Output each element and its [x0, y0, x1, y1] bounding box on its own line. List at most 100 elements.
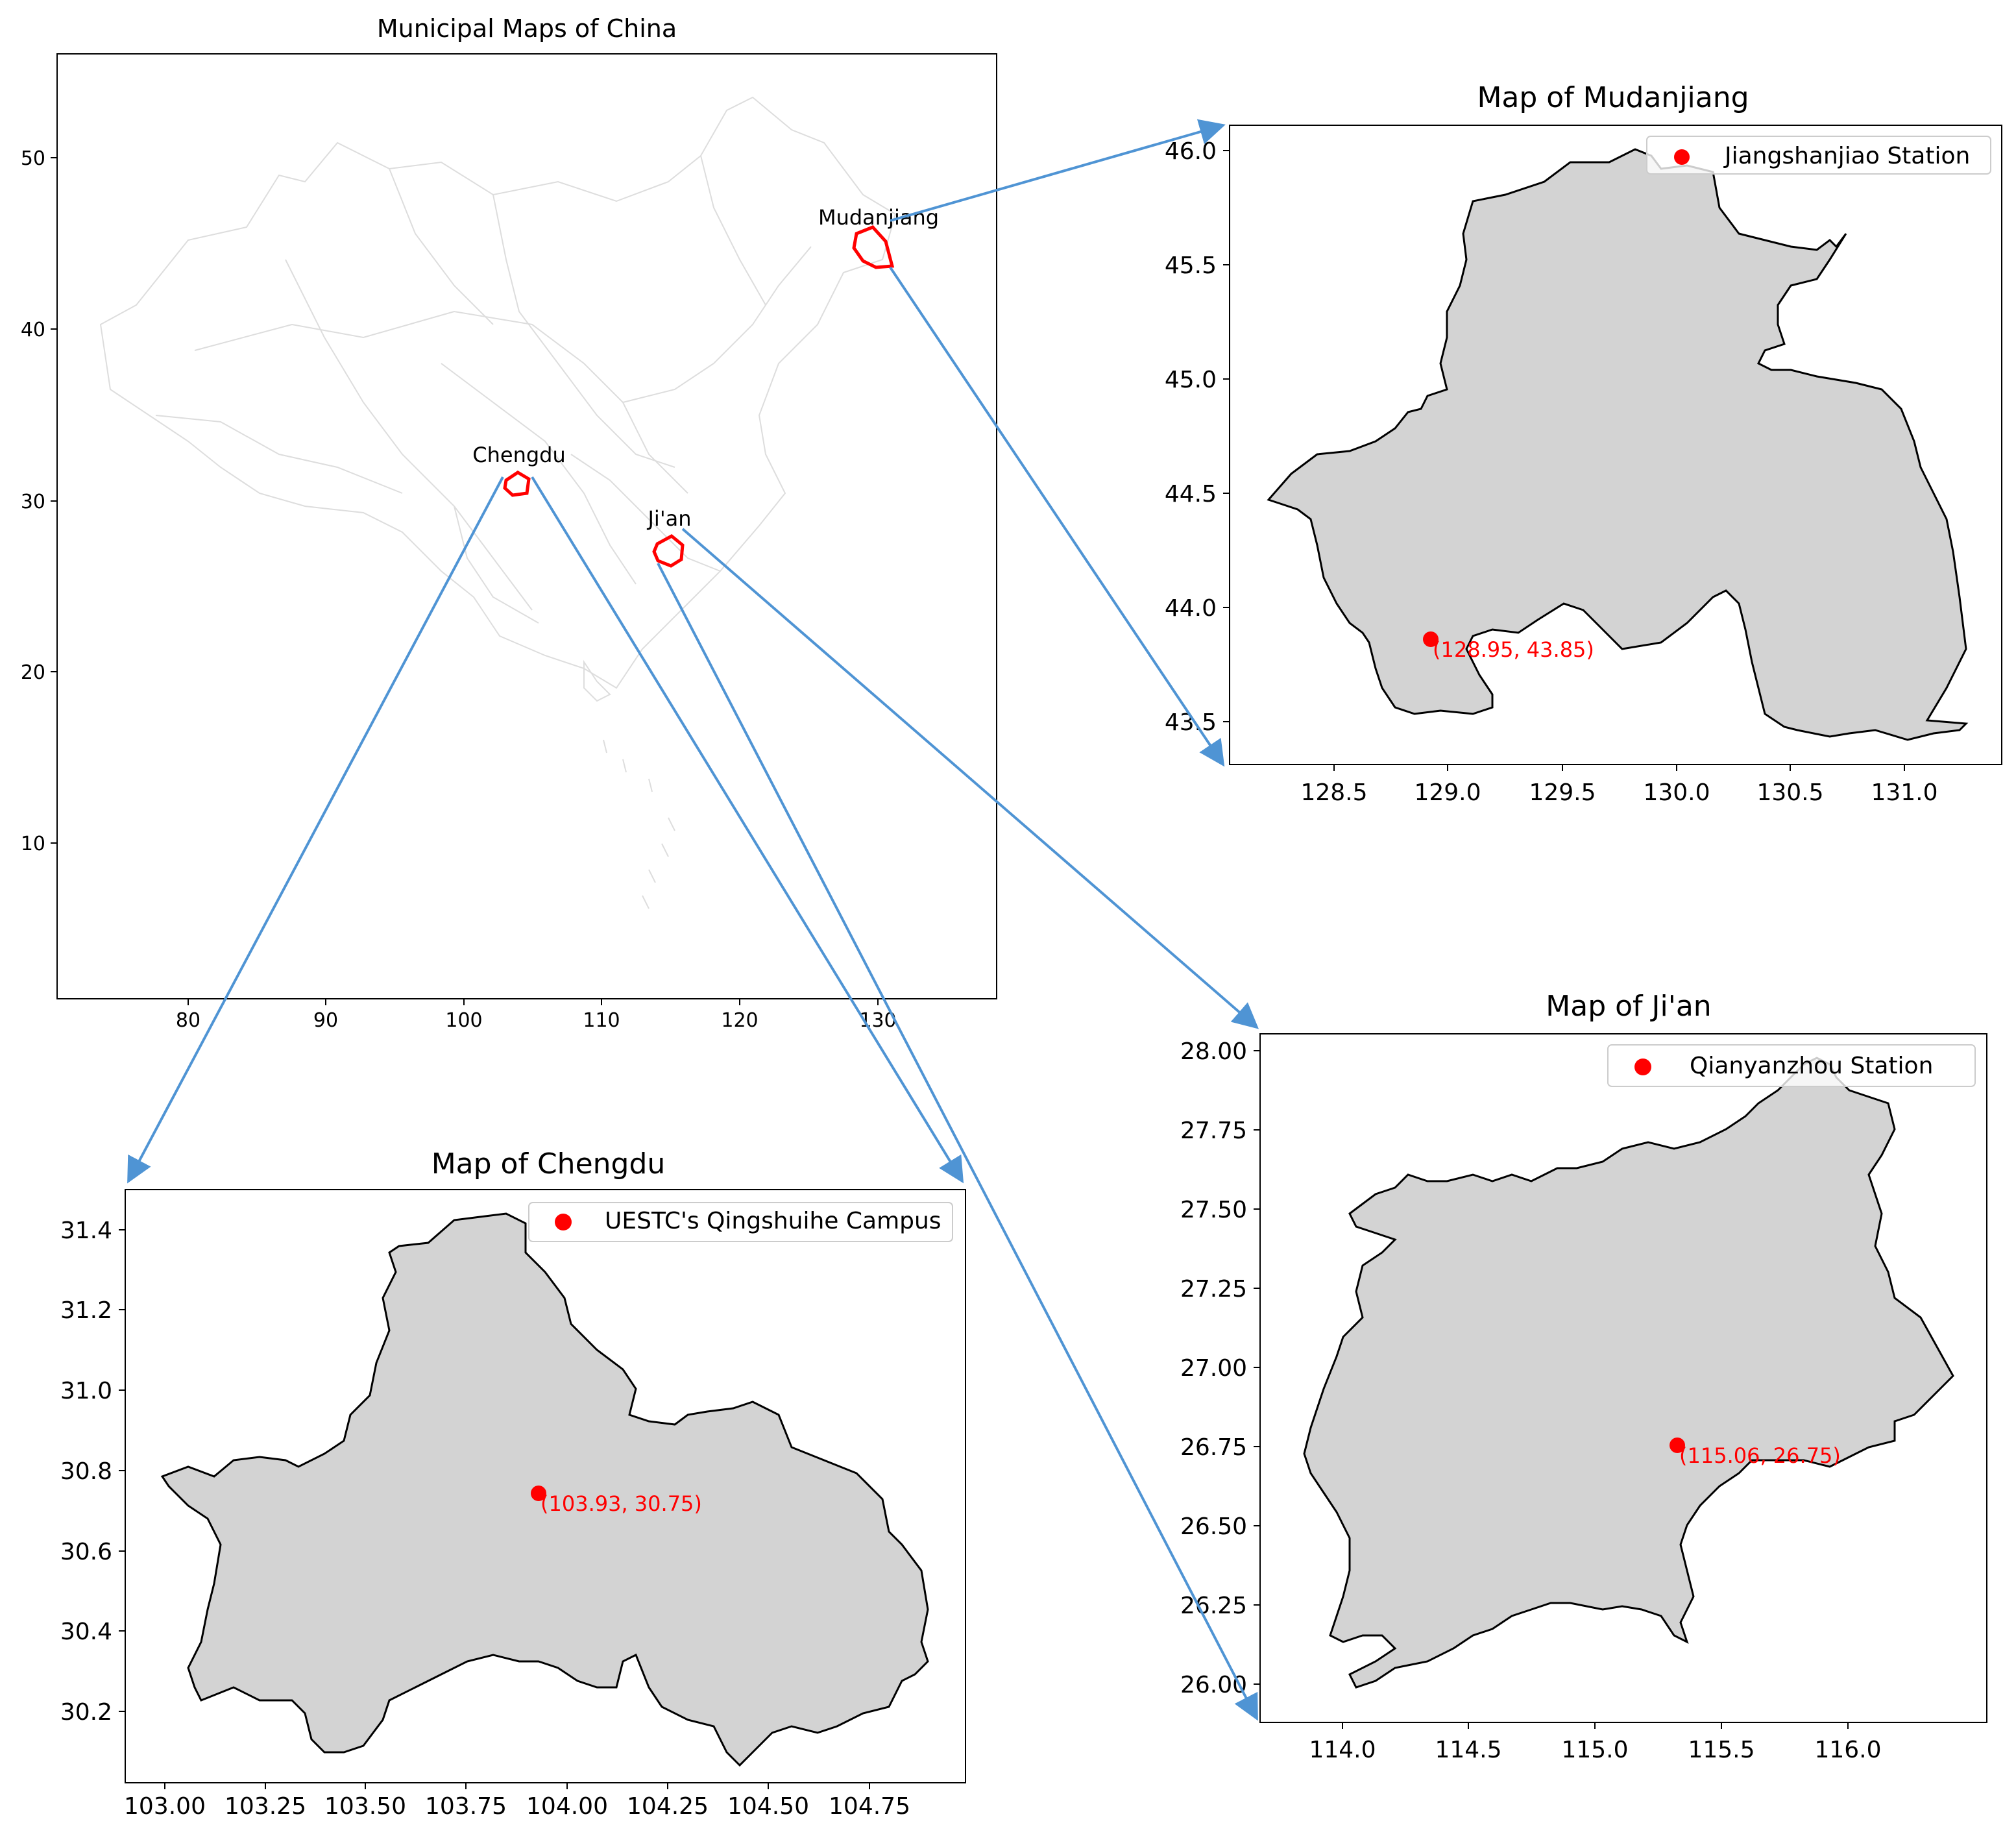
x-tick-label: 103.25 — [225, 1793, 306, 1820]
x-tick-label: 120 — [721, 1009, 758, 1032]
province-line-1 — [194, 310, 688, 494]
x-tick-label: 114.5 — [1435, 1737, 1501, 1763]
main-map-x-axis: 80 90 100 110 120 130 — [176, 999, 897, 1032]
y-tick-label: 30.6 — [60, 1539, 112, 1565]
south-sea-islands — [603, 739, 675, 909]
y-tick-label: 30.2 — [60, 1699, 112, 1726]
chengdu-x-axis: 103.00 103.25 103.50 103.75 104.00 104.2… — [124, 1783, 910, 1820]
x-tick-label: 116.0 — [1814, 1737, 1881, 1763]
y-tick-label: 50 — [21, 147, 45, 170]
legend-marker — [1634, 1058, 1651, 1075]
city-label-chengdu: Chengdu — [472, 443, 566, 467]
arrow-jian-bottom — [657, 563, 1258, 1721]
x-tick-label: 115.5 — [1688, 1737, 1755, 1763]
x-tick-label: 104.50 — [727, 1793, 809, 1820]
y-tick-label: 27.25 — [1180, 1276, 1247, 1303]
mudanjiang-legend: Jiangshanjiao Station — [1646, 136, 1991, 175]
legend-label: Qianyanzhou Station — [1690, 1053, 1933, 1079]
jian-highlight — [652, 533, 685, 568]
chengdu-campus-annotation: (103.93, 30.75) — [540, 1491, 702, 1516]
legend-label: UESTC's Qingshuihe Campus — [605, 1208, 941, 1234]
x-tick-label: 129.0 — [1414, 779, 1481, 806]
jian-x-axis: 114.0 114.5 115.0 115.5 116.0 — [1309, 1722, 1882, 1763]
connector-arrows — [127, 119, 1259, 1721]
chengdu-y-axis: 31.4 31.2 31.0 30.8 30.6 30.4 30.2 — [60, 1217, 125, 1726]
china-boundaries — [99, 96, 897, 909]
x-tick-label: 80 — [176, 1009, 200, 1032]
x-tick-label: 130.5 — [1756, 779, 1823, 806]
x-tick-label: 131.0 — [1871, 779, 1937, 806]
jian-y-axis: 28.00 27.75 27.50 27.25 27.00 26.75 26.5… — [1180, 1038, 1260, 1698]
jian-legend: Qianyanzhou Station — [1607, 1044, 1976, 1087]
city-label-jian: Ji'an — [646, 506, 691, 531]
x-tick-label: 100 — [445, 1009, 482, 1032]
y-tick-label: 43.5 — [1165, 709, 1217, 736]
y-tick-label: 30.8 — [60, 1458, 112, 1485]
province-line-2 — [285, 259, 533, 611]
arrow-chengdu-left — [127, 476, 504, 1184]
mudanjiang-station-annotation: (128.95, 43.85) — [1433, 637, 1594, 662]
province-line-8 — [570, 454, 721, 572]
province-line-3 — [441, 363, 637, 585]
main-map-panel: Municipal Maps of China Mudanjiang Cheng… — [21, 14, 997, 1032]
mudanjiang-highlight — [852, 225, 895, 269]
x-tick-label: 104.75 — [829, 1793, 910, 1820]
y-tick-label: 26.50 — [1180, 1513, 1247, 1540]
legend-box — [528, 1202, 953, 1242]
jian-station-annotation: (115.06, 26.75) — [1679, 1443, 1841, 1468]
y-tick-label: 28.00 — [1180, 1038, 1247, 1065]
legend-box — [1646, 136, 1991, 175]
y-tick-label: 31.2 — [60, 1297, 112, 1324]
legend-box — [1607, 1044, 1976, 1087]
province-line-6 — [622, 246, 812, 403]
city-label-mudanjiang: Mudanjiang — [818, 205, 939, 230]
arrow-mudanjiang-top — [890, 119, 1226, 222]
y-tick-label: 40 — [21, 319, 45, 341]
mudanjiang-inset-panel: Map of Mudanjiang (128.95, 43.85) Jiangs… — [1165, 81, 2002, 806]
main-map-title: Municipal Maps of China — [377, 14, 677, 43]
chengdu-highlight — [503, 471, 531, 497]
y-tick-label: 45.0 — [1165, 367, 1217, 393]
x-tick-label: 129.5 — [1529, 779, 1596, 806]
x-tick-label: 110 — [583, 1009, 620, 1032]
x-tick-label: 90 — [313, 1009, 338, 1032]
y-tick-label: 26.75 — [1180, 1434, 1247, 1461]
hainan-island — [583, 659, 611, 702]
y-tick-label: 10 — [21, 833, 45, 855]
y-tick-label: 46.0 — [1165, 138, 1217, 165]
chengdu-legend: UESTC's Qingshuihe Campus — [528, 1202, 953, 1242]
y-tick-label: 31.4 — [60, 1217, 112, 1244]
y-tick-label: 27.50 — [1180, 1197, 1247, 1223]
jian-station-marker — [1670, 1438, 1685, 1453]
province-line-5 — [155, 415, 403, 494]
jian-inset-title: Map of Ji'an — [1546, 990, 1711, 1023]
mudanjiang-x-axis: 128.5 129.0 129.5 130.0 130.5 131.0 — [1300, 765, 1938, 806]
y-tick-label: 20 — [21, 661, 45, 684]
mudanjiang-y-axis: 46.0 45.5 45.0 44.5 44.0 43.5 — [1165, 138, 1230, 736]
mudanjiang-inset-title: Map of Mudanjiang — [1477, 81, 1749, 114]
x-tick-label: 104.25 — [627, 1793, 709, 1820]
y-tick-label: 27.00 — [1180, 1355, 1247, 1382]
legend-label: Jiangshanjiao Station — [1723, 143, 1970, 169]
main-map-axes-frame — [56, 53, 997, 999]
chengdu-campus-marker — [531, 1486, 546, 1501]
jian-region — [1303, 1057, 1954, 1689]
y-tick-label: 45.5 — [1165, 252, 1217, 279]
china-outline — [99, 96, 897, 689]
x-tick-label: 115.0 — [1561, 1737, 1628, 1763]
y-tick-label: 30.4 — [60, 1619, 112, 1645]
main-map-y-axis: 10 20 30 40 50 — [21, 147, 57, 855]
x-tick-label: 130.0 — [1643, 779, 1710, 806]
x-tick-label: 103.75 — [425, 1793, 507, 1820]
x-tick-label: 114.0 — [1309, 1737, 1376, 1763]
x-tick-label: 103.00 — [124, 1793, 206, 1820]
y-tick-label: 26.25 — [1180, 1593, 1247, 1619]
mudanjiang-station-marker — [1423, 631, 1439, 647]
arrow-mudanjiang-bottom — [889, 266, 1225, 767]
y-tick-label: 44.0 — [1165, 595, 1217, 622]
chengdu-inset-title: Map of Chengdu — [431, 1147, 666, 1181]
province-line-9 — [389, 168, 494, 325]
chengdu-inset-panel: Map of Chengdu (103.93, 30.75) UESTC's Q… — [60, 1147, 966, 1820]
legend-marker — [1674, 149, 1690, 165]
y-tick-label: 31.0 — [60, 1378, 112, 1404]
